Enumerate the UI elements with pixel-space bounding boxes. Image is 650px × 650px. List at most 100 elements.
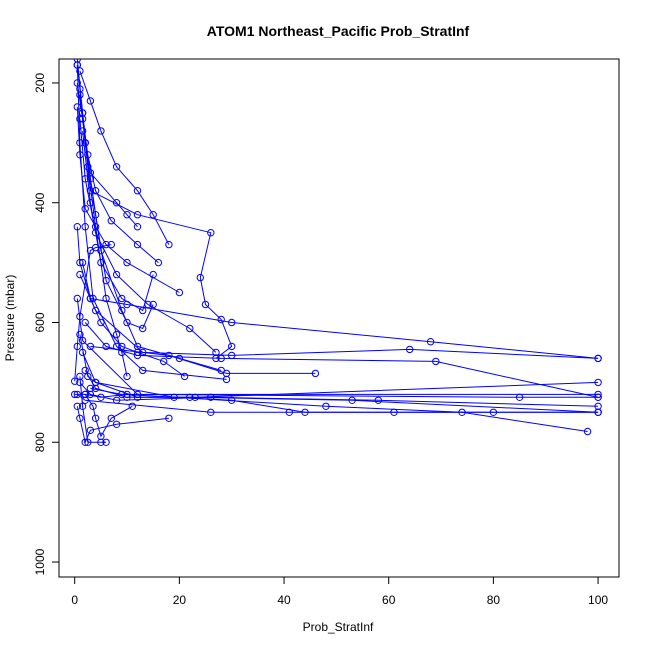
data-point [207,229,215,237]
data-point [112,342,121,351]
data-point [207,408,215,416]
series-line [84,394,133,438]
data-point [123,211,131,219]
data-point [160,357,168,366]
data-point [133,348,142,357]
data-point [217,354,225,363]
data-point [91,223,100,231]
data-point [91,243,100,252]
data-point [175,354,184,363]
data-point [285,408,293,416]
data-point [97,127,105,135]
data-point [426,338,435,346]
data-point [86,342,95,351]
series-line [90,387,599,413]
data-point [212,348,220,357]
series-line [76,64,227,380]
data-point [73,402,82,410]
data-point [112,420,121,428]
data-point [102,276,110,285]
data-point [133,223,142,231]
data-point [73,294,82,303]
data-point [133,393,142,401]
data-point [228,342,236,351]
series-line [79,274,599,359]
data-point [76,270,84,279]
data-point [112,330,121,339]
data-point [81,139,89,147]
series-line [84,370,599,413]
data-point [128,402,137,410]
data-point [149,270,157,279]
y-axis-label: Pressure (mbar) [3,275,17,362]
series-line [82,352,588,432]
data-point [76,91,84,99]
data-point [84,438,92,446]
data-point [76,414,84,422]
data-point [149,211,157,219]
series-line [79,118,217,353]
data-point [180,372,189,381]
series-line [79,382,599,407]
y-tick-label: 400 [33,192,47,212]
x-axis-label: Prob_StratInf [303,620,374,634]
x-tick-label: 60 [382,593,396,607]
data-point [107,217,116,225]
data-point [73,223,82,231]
data-point [81,318,89,327]
series-layer [71,59,602,446]
data-point [76,139,84,147]
data-point [107,414,116,422]
data-point [73,103,82,111]
data-point [84,163,92,171]
data-point [301,408,309,416]
data-point [118,342,126,351]
y-axis: 200 400 600 800 1000 [33,73,60,575]
series-line [79,334,599,398]
data-point [123,300,131,309]
data-point [89,402,97,410]
data-point [175,288,184,297]
data-point [123,318,131,327]
x-tick-label: 20 [173,593,187,607]
data-point [73,61,82,69]
data-point [81,205,89,213]
series-line [76,298,599,398]
data-point [71,377,79,385]
series-line [79,70,170,245]
series-clipped-group [71,59,602,446]
data-point [133,211,142,219]
data-point [91,378,100,387]
series-line [82,262,185,377]
data-point [139,324,147,333]
data-point [154,258,163,267]
y-tick-label: 200 [33,73,47,93]
data-point [139,366,147,375]
x-tick-label: 100 [588,593,608,607]
series-line [82,130,154,312]
data-point [118,294,126,303]
x-axis: 0 20 40 60 80 100 [71,576,608,607]
series-line [90,345,316,374]
series-line [76,406,169,444]
data-point [133,240,142,249]
data-point [81,366,89,375]
data-point [86,384,95,393]
data-point [322,402,330,410]
y-tick-label: 600 [33,312,47,332]
data-point [78,258,87,267]
y-tick-label: 1000 [33,548,47,575]
data-point [118,306,126,315]
data-point [228,318,236,327]
data-point [133,187,142,195]
data-point [76,312,84,321]
data-point [594,378,602,387]
data-point [165,240,173,249]
series-line [74,244,112,382]
data-point [217,315,225,324]
x-tick-label: 80 [487,593,501,607]
data-point [406,345,414,354]
x-tick-label: 0 [71,593,78,607]
data-point [89,294,97,303]
data-point [432,357,440,366]
